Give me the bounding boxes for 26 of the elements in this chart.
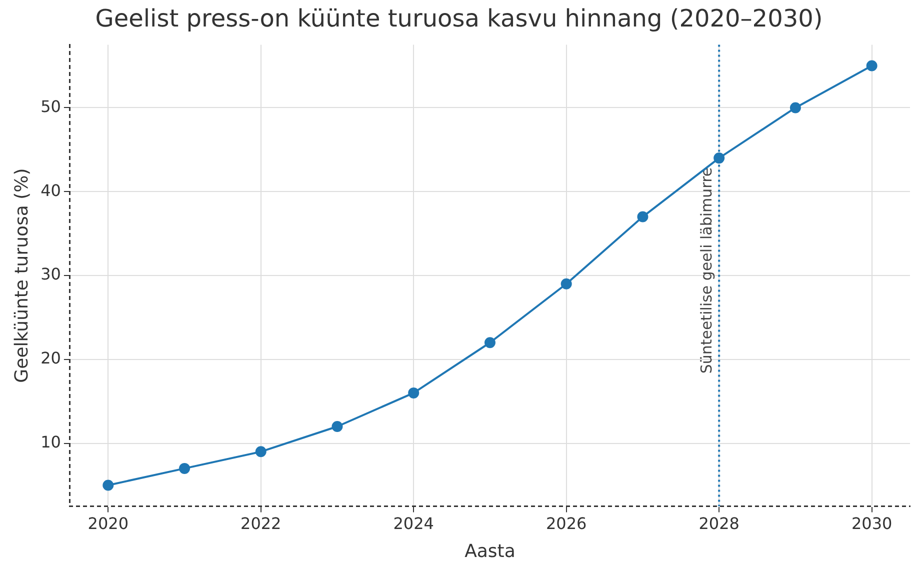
point (179, 462, 190, 474)
x-tick-label: 2028 (698, 514, 740, 533)
point (484, 337, 496, 348)
x-tick-label: 2024 (393, 514, 434, 533)
point (255, 446, 266, 458)
y-tick-label: 10 (40, 432, 61, 452)
y-tick-label: 40 (40, 180, 61, 200)
y-tick-label: 20 (40, 348, 61, 368)
point (637, 211, 648, 222)
point (408, 387, 420, 398)
point (866, 60, 878, 72)
chart-title: Geelist press-on küünte turuosa kasvu hinnang (2020–2030) (95, 4, 823, 33)
point (332, 421, 343, 432)
y-tick-label: 30 (40, 264, 61, 284)
y-axis-title: Geelküünte turuosa (%) (11, 168, 32, 383)
x-tick-label: 2026 (546, 514, 587, 533)
point (790, 102, 801, 114)
x-tick-label: 2020 (88, 514, 128, 533)
x-axis-title: Aasta (464, 540, 516, 562)
y-tick-label: 50 (40, 96, 61, 116)
ref-line-label: Sünteetilise geeli läbimurre (697, 167, 716, 374)
point (560, 278, 572, 290)
x-tick-label: 2022 (240, 514, 282, 533)
point (714, 152, 725, 164)
x-tick-label: 2030 (851, 514, 892, 533)
point (102, 480, 114, 491)
